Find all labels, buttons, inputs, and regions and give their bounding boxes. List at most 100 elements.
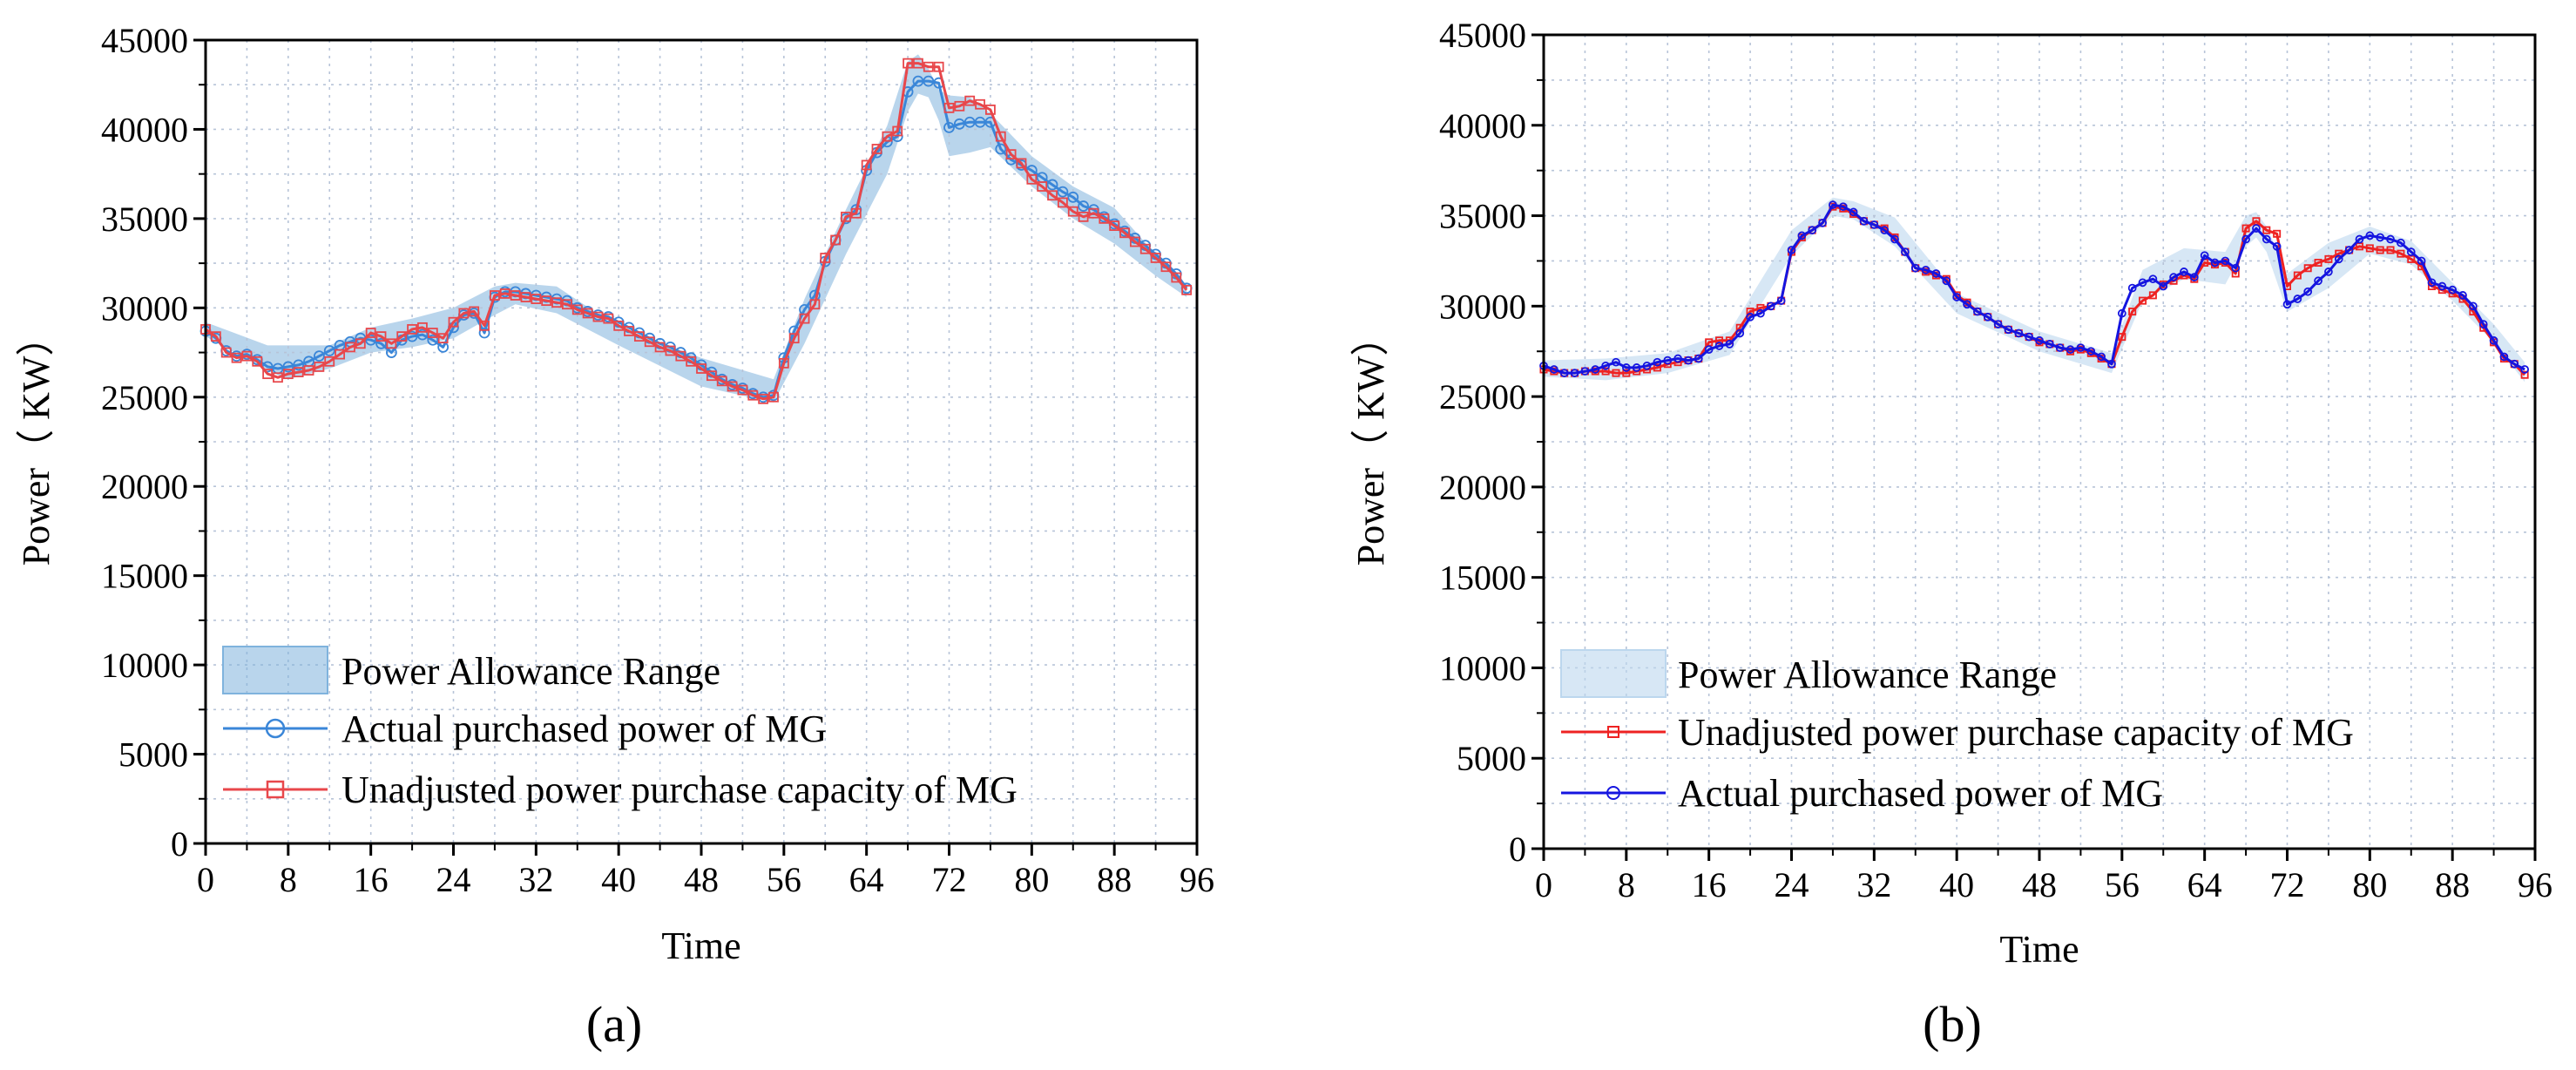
data-point-actual-b <box>2365 231 2375 240</box>
data-point-actual-b <box>2437 281 2447 291</box>
data-point-unadjusted-b <box>2314 259 2322 268</box>
data-point-unadjusted-a <box>479 320 490 331</box>
data-point-actual-b <box>1735 328 1745 338</box>
data-point-actual-b <box>2148 274 2158 284</box>
data-point-actual-b <box>1901 247 1910 256</box>
y-tick-label-a: 0 <box>171 824 188 863</box>
data-point-actual-a <box>365 334 377 346</box>
data-point-actual-b <box>1973 307 1982 316</box>
data-point-actual-b <box>2221 256 2230 266</box>
data-point-actual-b <box>2076 343 2086 352</box>
legend-label-band-b: Power Allowance Range <box>1678 654 2057 696</box>
x-tick-label-a: 0 <box>197 860 214 899</box>
data-point-actual-b <box>2086 347 2096 356</box>
data-point-unadjusted-b <box>2365 244 2374 253</box>
data-point-actual-b <box>2334 254 2343 264</box>
data-point-actual-a <box>1046 179 1058 191</box>
chart-panel-a: 0 8 16 24 32 40 48 56 64 72 80 88 96 0 5000 10000 15000 2… <box>15 21 1214 1053</box>
x-tick-label-a: 96 <box>1180 860 1214 899</box>
data-point-actual-b <box>1952 293 1962 301</box>
data-point-unadjusted-a <box>964 95 976 106</box>
data-point-actual-b <box>2427 278 2437 288</box>
data-point-unadjusted-a <box>985 105 996 115</box>
data-point-actual-b <box>1684 356 1693 365</box>
data-point-actual-b <box>2200 251 2209 261</box>
data-point-actual-b <box>1642 361 1652 370</box>
legend-marker-actual-b <box>1606 786 1620 800</box>
data-point-unadjusted-b <box>2148 291 2157 300</box>
x-tick-label-b: 88 <box>2435 865 2470 904</box>
data-point-actual-b <box>1931 269 1941 278</box>
y-tick-label-b: 10000 <box>1439 648 1526 687</box>
data-point-unadjusted-a <box>882 131 893 142</box>
data-point-actual-b <box>1880 226 1890 235</box>
data-point-actual-b <box>2241 234 2250 244</box>
data-point-actual-b <box>2180 268 2188 276</box>
data-point-actual-b <box>1621 363 1631 372</box>
y-tick-label-b: 20000 <box>1439 468 1526 507</box>
x-tick-label-b: 80 <box>2352 865 2387 904</box>
data-point-unadjusted-a <box>613 320 625 331</box>
data-point-unadjusted-a <box>365 328 376 338</box>
data-point-unadjusted-a <box>686 356 697 367</box>
legend-label-unadjusted-b: Unadjusted power purchase capacity of MG <box>1678 711 2354 754</box>
data-point-actual-a <box>282 361 294 373</box>
data-point-actual-b <box>2055 343 2065 352</box>
data-point-unadjusted-a <box>437 333 449 344</box>
y-tick-label-a: 25000 <box>101 378 188 417</box>
x-axis-title-b: Time <box>1999 928 2079 971</box>
x-tick-label-b: 56 <box>2105 865 2140 904</box>
x-tick-label-b: 32 <box>1856 865 1891 904</box>
data-point-unadjusted-a <box>903 58 913 69</box>
data-point-unadjusted-a <box>706 370 717 382</box>
x-tick-label-b: 72 <box>2270 865 2305 904</box>
data-point-actual-b <box>1714 342 1724 350</box>
data-point-actual-b <box>2138 278 2147 288</box>
y-tick-label-a: 45000 <box>101 21 188 60</box>
data-point-unadjusted-b <box>2324 254 2333 263</box>
data-point-unadjusted-b <box>1612 369 1620 377</box>
data-point-unadjusted-a <box>861 159 872 171</box>
data-point-unadjusted-a <box>1037 181 1048 192</box>
x-tick-label-a: 72 <box>932 860 967 899</box>
data-point-unadjusted-b <box>2128 308 2137 316</box>
data-point-unadjusted-b <box>2520 370 2529 379</box>
data-point-unadjusted-a <box>1129 236 1140 247</box>
data-point-actual-a <box>323 345 335 356</box>
data-point-unadjusted-a <box>220 347 232 358</box>
data-point-actual-a <box>953 118 965 130</box>
data-point-unadjusted-a <box>778 357 789 369</box>
data-point-unadjusted-a <box>499 288 510 299</box>
data-point-actual-b <box>1580 367 1590 376</box>
data-point-unadjusted-a <box>943 102 955 113</box>
y-tick-label-b: 15000 <box>1439 559 1526 598</box>
data-point-actual-a <box>406 330 418 342</box>
data-point-unadjusted-a <box>1026 173 1038 185</box>
data-point-unadjusted-a <box>531 294 542 304</box>
series-line-unadjusted-a <box>205 62 1188 401</box>
y-tick-label-b: 0 <box>1509 830 1526 869</box>
data-point-unadjusted-a <box>293 367 304 377</box>
data-point-unadjusted-a <box>913 58 923 69</box>
data-point-actual-a <box>313 350 325 362</box>
data-point-actual-b <box>1890 234 1899 244</box>
data-point-unadjusted-b <box>2262 226 2271 234</box>
data-point-actual-b <box>1829 200 1837 209</box>
x-tick-label-b: 64 <box>2187 865 2222 904</box>
legend-marker-unadjusted-b <box>1607 726 1619 738</box>
data-point-unadjusted-b <box>1746 308 1755 316</box>
data-point-actual-b <box>2469 301 2478 311</box>
data-point-actual-b <box>1942 276 1951 286</box>
x-tick-label-b: 8 <box>1618 865 1635 904</box>
data-point-actual-b <box>1673 354 1682 363</box>
data-point-actual-b <box>1766 301 1775 311</box>
y-tick-label-a: 20000 <box>101 467 188 506</box>
data-point-unadjusted-a <box>396 331 408 342</box>
data-point-unadjusted-a <box>830 234 842 246</box>
data-point-actual-b <box>2025 332 2034 342</box>
data-point-actual-b <box>2406 247 2416 256</box>
data-point-unadjusted-a <box>809 299 821 310</box>
data-point-unadjusted-a <box>282 369 294 380</box>
data-point-unadjusted-a <box>355 338 366 349</box>
legend-a: Power Allowance Range Actual purchased p… <box>222 646 1018 811</box>
